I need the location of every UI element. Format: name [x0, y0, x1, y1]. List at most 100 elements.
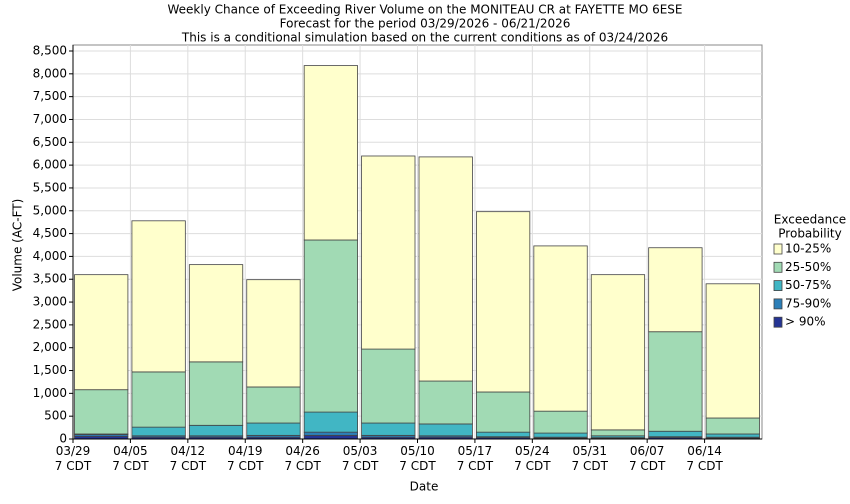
x-tick-time: 7 CDT: [572, 459, 609, 473]
bar-segment: [534, 411, 587, 433]
y-tick-label: 3,500: [33, 272, 67, 286]
legend-title: Exceedance: [774, 213, 846, 227]
legend-swatch: [774, 299, 782, 309]
bar-segment: [591, 275, 644, 430]
y-tick-label: 500: [44, 409, 67, 423]
bar-segment: [362, 156, 415, 349]
bar-segment: [189, 265, 242, 362]
bar-segment: [189, 362, 242, 425]
x-tick-date: 05/10: [400, 444, 435, 458]
bar-segment: [75, 390, 128, 434]
bar-segment: [362, 423, 415, 435]
legend-swatch: [774, 281, 782, 291]
bar-segment: [304, 435, 357, 439]
legend-label: 25-50%: [785, 260, 831, 274]
bar-segment: [419, 381, 472, 424]
legend-label: 75-90%: [785, 296, 831, 310]
legend-label: 50-75%: [785, 278, 831, 292]
legend-title: Probability: [778, 227, 841, 241]
x-tick-date: 06/07: [630, 444, 665, 458]
y-tick-label: 6,500: [33, 135, 67, 149]
x-tick-time: 7 CDT: [399, 459, 436, 473]
bar-segment: [247, 387, 300, 423]
x-tick-date: 04/05: [113, 444, 148, 458]
x-tick-date: 05/03: [343, 444, 378, 458]
x-tick-date: 05/31: [572, 444, 607, 458]
bar-segment: [706, 284, 759, 418]
x-axis-label: Date: [410, 480, 439, 494]
x-tick-time: 7 CDT: [170, 459, 207, 473]
bar-segment: [534, 246, 587, 411]
bar-segment: [75, 275, 128, 390]
x-tick-time: 7 CDT: [514, 459, 551, 473]
legend-swatch: [774, 244, 782, 254]
legend-swatch: [774, 262, 782, 272]
bar-segment: [706, 418, 759, 434]
chart-note: This is a conditional simulation based o…: [181, 31, 668, 45]
y-tick-label: 2,500: [33, 317, 67, 331]
x-tick-time: 7 CDT: [55, 459, 92, 473]
y-tick-label: 7,500: [33, 89, 67, 103]
x-tick-date: 04/26: [285, 444, 320, 458]
bar-segment: [419, 157, 472, 381]
bar-segment: [534, 433, 587, 437]
chart-title: Weekly Chance of Exceeding River Volume …: [168, 3, 683, 17]
x-tick-date: 04/12: [171, 444, 206, 458]
bar-segment: [132, 372, 185, 427]
bar-segment: [649, 332, 702, 432]
bar-segment: [476, 212, 529, 392]
bar-segment: [304, 66, 357, 240]
bar-segment: [132, 427, 185, 436]
bar-segment: [476, 392, 529, 432]
y-tick-label: 4,500: [33, 226, 67, 240]
y-tick-label: 8,000: [33, 66, 67, 80]
y-tick-label: 8,500: [33, 44, 67, 58]
bar-segment: [649, 431, 702, 436]
legend-label: > 90%: [785, 315, 826, 329]
bar-segment: [706, 434, 759, 437]
legend-label: 10-25%: [785, 242, 831, 256]
bar-segment: [247, 423, 300, 435]
x-tick-date: 05/24: [515, 444, 550, 458]
x-tick-time: 7 CDT: [284, 459, 321, 473]
x-tick-date: 06/14: [687, 444, 722, 458]
y-tick-label: 4,000: [33, 249, 67, 263]
bar-segment: [132, 221, 185, 372]
y-tick-label: 2,000: [33, 340, 67, 354]
y-axis-label: Volume (AC-FT): [11, 199, 25, 292]
bar-segment: [304, 240, 357, 412]
y-tick-label: 1,500: [33, 363, 67, 377]
y-tick-label: 5,000: [33, 203, 67, 217]
x-tick-date: 03/29: [56, 444, 91, 458]
bar-segment: [304, 432, 357, 435]
y-tick-label: 1,000: [33, 386, 67, 400]
x-tick-date: 04/19: [228, 444, 263, 458]
bar-segment: [247, 280, 300, 387]
chart-subtitle: Forecast for the period 03/29/2026 - 06/…: [280, 17, 571, 31]
x-tick-time: 7 CDT: [686, 459, 723, 473]
bar-segment: [362, 349, 415, 423]
y-tick-label: 7,000: [33, 112, 67, 126]
bar-segment: [649, 248, 702, 332]
bar-segment: [189, 425, 242, 435]
bar-segment: [419, 424, 472, 436]
bar-segment: [591, 430, 644, 436]
x-tick-time: 7 CDT: [227, 459, 264, 473]
bar-segment: [476, 432, 529, 437]
legend-swatch: [774, 317, 782, 327]
x-tick-time: 7 CDT: [629, 459, 666, 473]
bar-segment: [304, 412, 357, 432]
x-tick-time: 7 CDT: [112, 459, 149, 473]
